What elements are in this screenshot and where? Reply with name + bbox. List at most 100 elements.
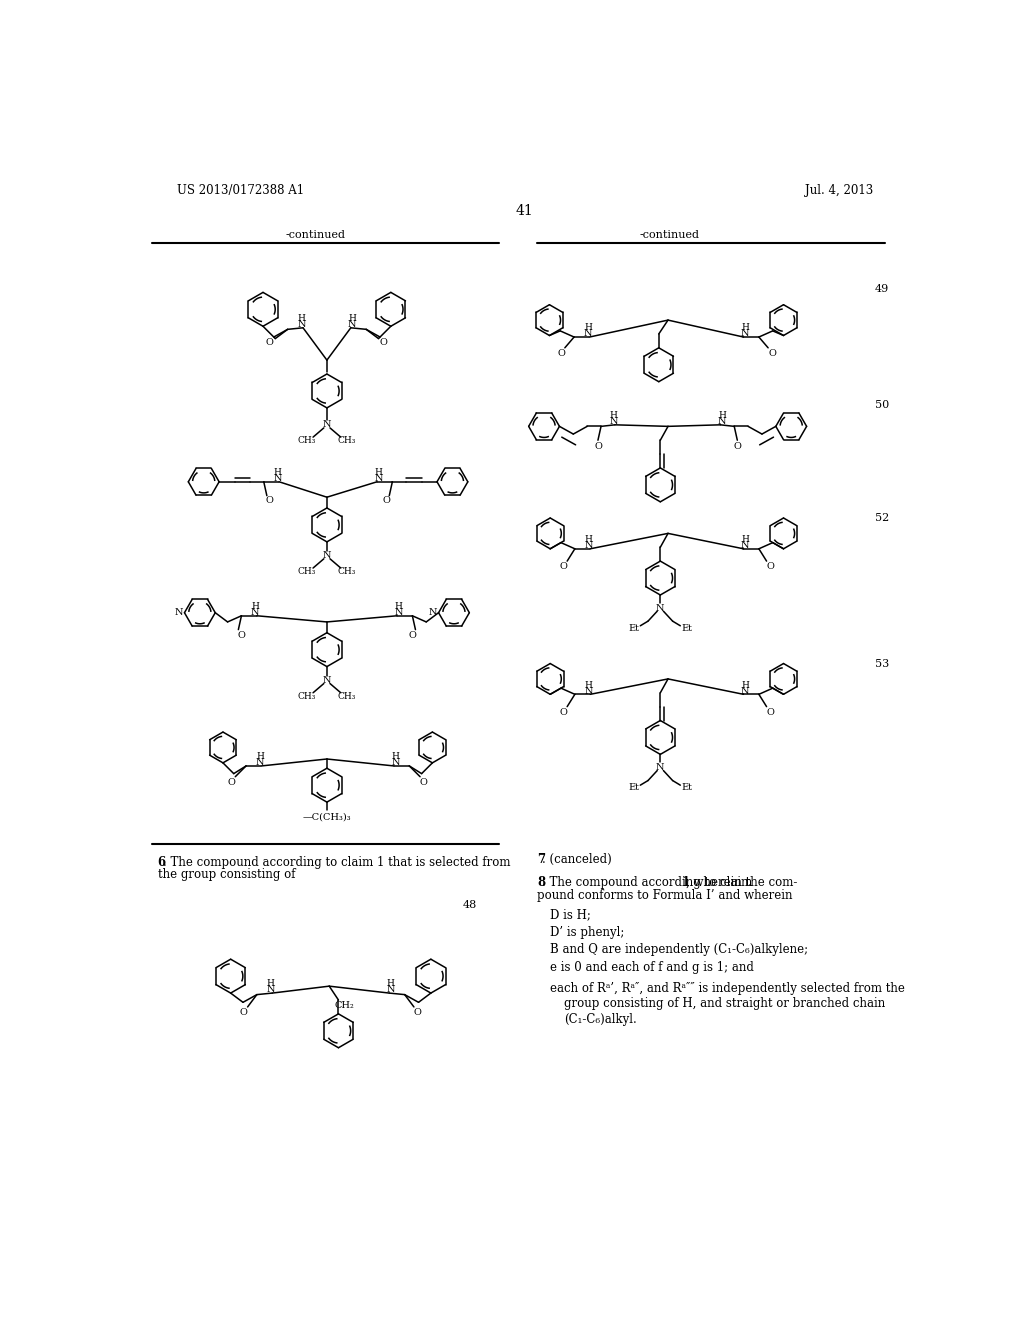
Text: . (canceled): . (canceled) <box>542 853 611 866</box>
Text: each of Rᵃ’, Rᵃ″, and Rᵃ″″ is independently selected from the: each of Rᵃ’, Rᵃ″, and Rᵃ″″ is independen… <box>550 982 905 995</box>
Text: CH₃: CH₃ <box>338 437 356 445</box>
Text: O: O <box>227 777 236 787</box>
Text: Et: Et <box>681 623 692 632</box>
Text: N: N <box>391 759 399 767</box>
Text: N: N <box>740 686 750 696</box>
Text: —C(CH₃)₃: —C(CH₃)₃ <box>303 813 351 822</box>
Text: N: N <box>740 330 750 338</box>
Text: N: N <box>429 609 437 618</box>
Text: 52: 52 <box>874 513 889 523</box>
Text: D is H;: D is H; <box>550 908 591 921</box>
Text: H: H <box>718 411 726 420</box>
Text: N: N <box>323 420 331 429</box>
Text: -continued: -continued <box>640 231 699 240</box>
Text: B and Q are independently (C₁-C₆)alkylene;: B and Q are independently (C₁-C₆)alkylen… <box>550 944 808 957</box>
Text: N: N <box>323 676 331 685</box>
Text: e is 0 and each of f and g is 1; and: e is 0 and each of f and g is 1; and <box>550 961 754 974</box>
Text: H: H <box>298 314 305 323</box>
Text: N: N <box>256 759 264 767</box>
Text: O: O <box>380 338 388 347</box>
Text: N: N <box>323 552 331 560</box>
Text: 49: 49 <box>874 284 889 294</box>
Text: CH₃: CH₃ <box>338 692 356 701</box>
Text: Et: Et <box>629 623 640 632</box>
Text: CH₃: CH₃ <box>338 568 356 577</box>
Text: the group consisting of: the group consisting of <box>158 869 295 880</box>
Text: H: H <box>394 602 402 611</box>
Text: (C₁-C₆)alkyl.: (C₁-C₆)alkyl. <box>564 1012 637 1026</box>
Text: N: N <box>585 686 593 696</box>
Text: D’ is phenyl;: D’ is phenyl; <box>550 925 625 939</box>
Text: H: H <box>256 752 264 762</box>
Text: N: N <box>348 321 356 329</box>
Text: Et: Et <box>629 783 640 792</box>
Text: H: H <box>251 602 259 611</box>
Text: O: O <box>414 1008 422 1016</box>
Text: N: N <box>656 603 665 612</box>
Text: CH₃: CH₃ <box>298 692 316 701</box>
Text: N: N <box>297 321 306 329</box>
Text: N: N <box>374 474 383 483</box>
Text: H: H <box>609 411 617 420</box>
Text: CH₂: CH₂ <box>335 1001 354 1010</box>
Text: 1: 1 <box>682 875 690 888</box>
Text: N: N <box>266 986 275 994</box>
Text: 7: 7 <box>538 853 545 866</box>
Text: H: H <box>741 535 749 544</box>
Text: -continued: -continued <box>286 231 345 240</box>
Text: O: O <box>768 348 776 358</box>
Text: O: O <box>767 562 774 572</box>
Text: 6: 6 <box>158 857 166 870</box>
Text: Et: Et <box>681 783 692 792</box>
Text: 53: 53 <box>874 659 889 669</box>
Text: O: O <box>266 496 273 504</box>
Text: H: H <box>391 752 399 762</box>
Text: N: N <box>718 417 726 426</box>
Text: O: O <box>767 708 774 717</box>
Text: O: O <box>559 562 567 572</box>
Text: N: N <box>387 986 395 994</box>
Text: H: H <box>387 979 395 989</box>
Text: group consisting of H, and straight or branched chain: group consisting of H, and straight or b… <box>564 998 886 1010</box>
Text: N: N <box>394 609 402 618</box>
Text: H: H <box>741 323 749 333</box>
Text: H: H <box>585 535 593 544</box>
Text: H: H <box>348 314 356 323</box>
Text: O: O <box>238 631 246 639</box>
Text: O: O <box>733 442 741 451</box>
Text: O: O <box>266 338 273 347</box>
Text: H: H <box>585 681 593 689</box>
Text: H: H <box>584 323 592 333</box>
Text: , wherein the com-: , wherein the com- <box>686 875 798 888</box>
Text: O: O <box>240 1008 248 1016</box>
Text: O: O <box>420 777 428 787</box>
Text: US 2013/0172388 A1: US 2013/0172388 A1 <box>177 185 304 197</box>
Text: H: H <box>267 979 274 989</box>
Text: N: N <box>273 474 282 483</box>
Text: N: N <box>175 609 183 618</box>
Text: H: H <box>741 681 749 689</box>
Text: N: N <box>584 330 592 338</box>
Text: pound conforms to Formula I’ and wherein: pound conforms to Formula I’ and wherein <box>538 888 793 902</box>
Text: 41: 41 <box>516 203 534 218</box>
Text: O: O <box>409 631 417 639</box>
Text: 48: 48 <box>463 900 477 911</box>
Text: N: N <box>251 609 259 618</box>
Text: CH₃: CH₃ <box>298 437 316 445</box>
Text: O: O <box>382 496 390 504</box>
Text: O: O <box>557 348 565 358</box>
Text: H: H <box>375 469 382 477</box>
Text: O: O <box>559 708 567 717</box>
Text: 8: 8 <box>538 875 545 888</box>
Text: Jul. 4, 2013: Jul. 4, 2013 <box>805 185 872 197</box>
Text: N: N <box>740 541 750 550</box>
Text: . The compound according to claim: . The compound according to claim <box>542 875 756 888</box>
Text: O: O <box>594 442 602 451</box>
Text: N: N <box>656 763 665 772</box>
Text: 50: 50 <box>874 400 889 409</box>
Text: H: H <box>273 469 282 477</box>
Text: N: N <box>609 417 617 426</box>
Text: . The compound according to claim 1 that is selected from: . The compound according to claim 1 that… <box>163 857 510 870</box>
Text: N: N <box>585 541 593 550</box>
Text: CH₃: CH₃ <box>298 568 316 577</box>
